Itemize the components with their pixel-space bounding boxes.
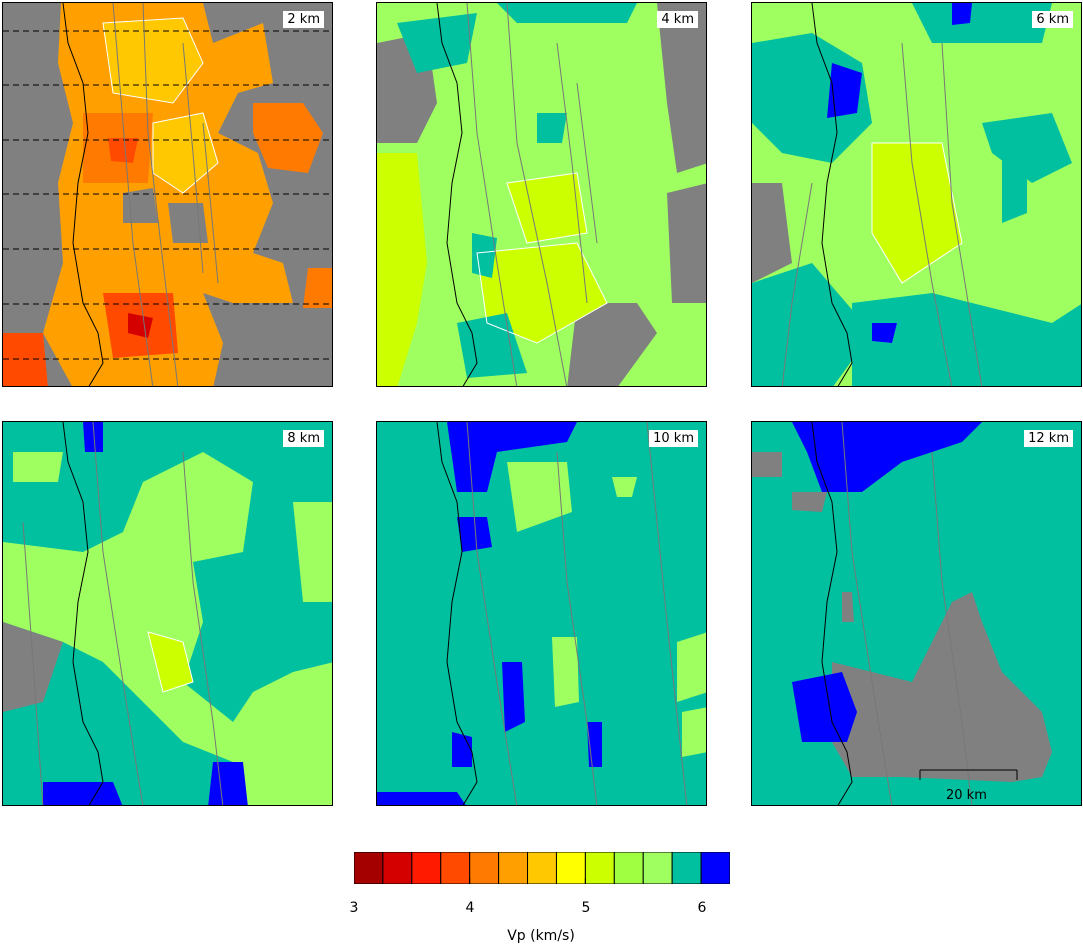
depth-label: 8 km bbox=[283, 430, 324, 447]
velocity-map-6km bbox=[752, 3, 1081, 386]
colorbar-swatch bbox=[584, 852, 615, 884]
map-panel-8km: 8 km bbox=[2, 421, 333, 806]
depth-label: 4 km bbox=[657, 11, 698, 28]
velocity-map-2km bbox=[3, 3, 332, 386]
depth-label: 2 km bbox=[283, 11, 324, 28]
map-panel-12km: 12 km 20 km bbox=[751, 421, 1082, 806]
colorbar-tick-label: 4 bbox=[465, 900, 475, 916]
colorbar-swatch bbox=[613, 852, 644, 884]
colorbar-swatch bbox=[671, 852, 702, 884]
colorbar-title: Vp (km/s) bbox=[507, 928, 575, 944]
colorbar-tick-label: 5 bbox=[581, 900, 591, 916]
velocity-map-10km bbox=[377, 422, 706, 805]
scale-bar-label: 20 km bbox=[946, 788, 987, 803]
depth-label: 10 km bbox=[649, 430, 698, 447]
colorbar-swatch bbox=[555, 852, 586, 884]
map-panel-10km: 10 km bbox=[376, 421, 707, 806]
scale-bar bbox=[919, 769, 1018, 780]
velocity-map-8km bbox=[3, 422, 332, 805]
velocity-map-12km bbox=[752, 422, 1081, 805]
depth-label: 12 km bbox=[1024, 430, 1073, 447]
depth-label: 6 km bbox=[1032, 11, 1073, 28]
colorbar-swatch bbox=[469, 852, 500, 884]
colorbar-swatch bbox=[642, 852, 673, 884]
colorbar-tick-label: 6 bbox=[697, 900, 707, 916]
colorbar-swatch bbox=[700, 852, 730, 884]
colorbar-swatch bbox=[354, 852, 384, 884]
colorbar-swatch bbox=[411, 852, 442, 884]
velocity-map-4km bbox=[377, 3, 706, 386]
colorbar-swatch bbox=[527, 852, 557, 884]
colorbar-tick-label: 3 bbox=[349, 900, 359, 916]
colorbar bbox=[354, 852, 730, 884]
colorbar-swatch bbox=[498, 852, 529, 884]
colorbar-swatch bbox=[382, 852, 413, 884]
map-panel-4km: 4 km bbox=[376, 2, 707, 387]
colorbar-swatch bbox=[440, 852, 471, 884]
map-panel-2km: 2 km bbox=[2, 2, 333, 387]
map-panel-6km: 6 km bbox=[751, 2, 1082, 387]
